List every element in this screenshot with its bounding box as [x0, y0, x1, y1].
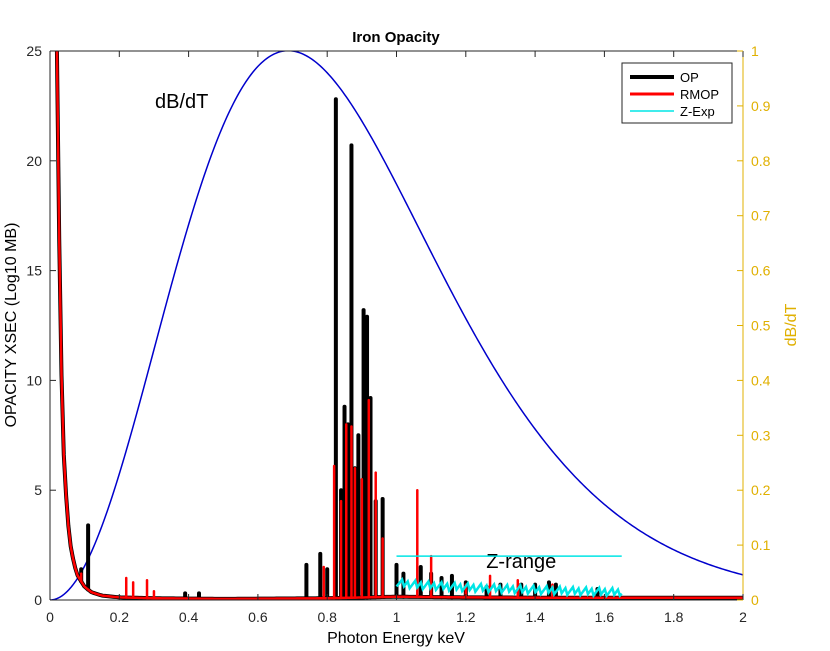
x-tick-label: 2: [739, 609, 747, 625]
x-tick-label: 0.8: [317, 609, 337, 625]
plot-area: [50, 51, 743, 600]
y-right-tick-label: 0.2: [751, 482, 771, 498]
x-tick-label: 0.4: [179, 609, 199, 625]
y-left-tick-label: 10: [26, 372, 42, 388]
series-dbdt-line: [50, 51, 743, 600]
x-tick-label: 1.2: [456, 609, 476, 625]
x-tick-label: 0.2: [110, 609, 130, 625]
x-tick-label: 0.6: [248, 609, 268, 625]
y-left-tick-label: 25: [26, 43, 42, 59]
y-axis-right-label: dB/dT: [783, 303, 800, 346]
y-right-tick-label: 0: [751, 592, 759, 608]
y-right-tick-label: 0.1: [751, 537, 771, 553]
y-right-tick-label: 1: [751, 43, 759, 59]
annotation-dbdt: dB/dT: [155, 91, 208, 113]
y-right-tick-label: 0.8: [751, 153, 771, 169]
y-right-tick-label: 0.7: [751, 208, 771, 224]
y-left-tick-label: 5: [34, 482, 42, 498]
legend-entry-rmop: RMOP: [680, 87, 719, 102]
annotation-z-range: Z-range: [486, 551, 556, 573]
chart-title: Iron Opacity: [352, 29, 440, 46]
series-rmop-continuum: [55, 51, 743, 600]
x-tick-label: 0: [46, 609, 54, 625]
y-left-tick-label: 15: [26, 263, 42, 279]
y-axis-left-label: OPACITY XSEC (Log10 MB): [3, 223, 20, 428]
x-tick-label: 1.4: [525, 609, 545, 625]
y-right-tick-label: 0.5: [751, 318, 771, 334]
x-tick-label: 1.8: [664, 609, 684, 625]
legend-entry-zexp: Z-Exp: [680, 104, 715, 119]
y-right-tick-label: 0.3: [751, 427, 771, 443]
x-axis-label: Photon Energy keV: [327, 630, 465, 647]
series-zexp-line: [395, 576, 623, 599]
y-right-tick-label: 0.9: [751, 98, 771, 114]
legend: OP RMOP Z-Exp: [621, 62, 733, 124]
y-left-tick-label: 20: [26, 153, 42, 169]
x-tick-label: 1: [393, 609, 401, 625]
x-tick-label: 1.6: [595, 609, 615, 625]
y-right-tick-label: 0.4: [751, 372, 771, 388]
y-right-tick-label: 0.6: [751, 263, 771, 279]
legend-entry-op: OP: [680, 70, 699, 85]
y-left-tick-label: 0: [34, 592, 42, 608]
